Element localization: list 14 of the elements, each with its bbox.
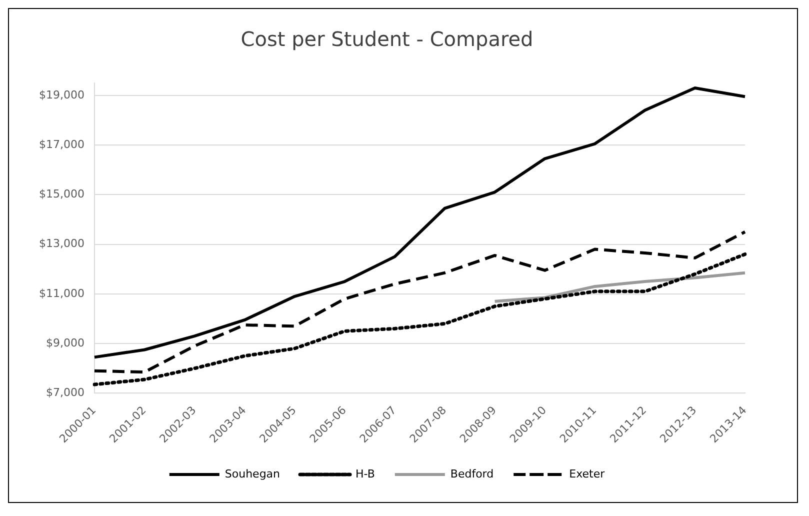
chart-title: Cost per Student - Compared: [240, 27, 534, 52]
y-tick-label: $15,000: [38, 188, 84, 201]
line-series: [92, 252, 747, 386]
y-tick-label: $17,000: [38, 138, 84, 151]
y-tick-label: $19,000: [38, 88, 84, 102]
legend-label: Souhegan: [224, 467, 280, 480]
legend-label: Exeter: [569, 467, 606, 480]
legend-label: H-B: [356, 467, 375, 480]
y-tick-label: $9,000: [46, 336, 84, 350]
line-series: [92, 230, 746, 374]
legend-label: Bedford: [450, 467, 494, 480]
y-tick-label: $11,000: [38, 286, 84, 300]
y-tick-label: $7,000: [46, 386, 84, 400]
y-tick-label: $13,000: [38, 237, 84, 250]
